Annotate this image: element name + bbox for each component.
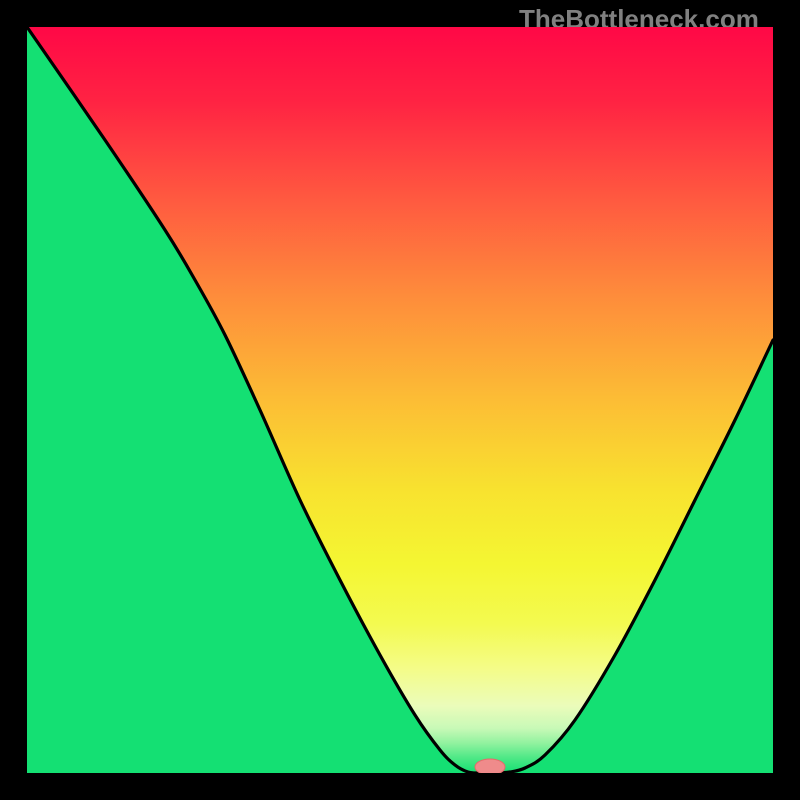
- bottleneck-chart: [27, 27, 773, 773]
- chart-container: TheBottleneck.com: [0, 0, 800, 800]
- optimal-marker: [475, 759, 505, 773]
